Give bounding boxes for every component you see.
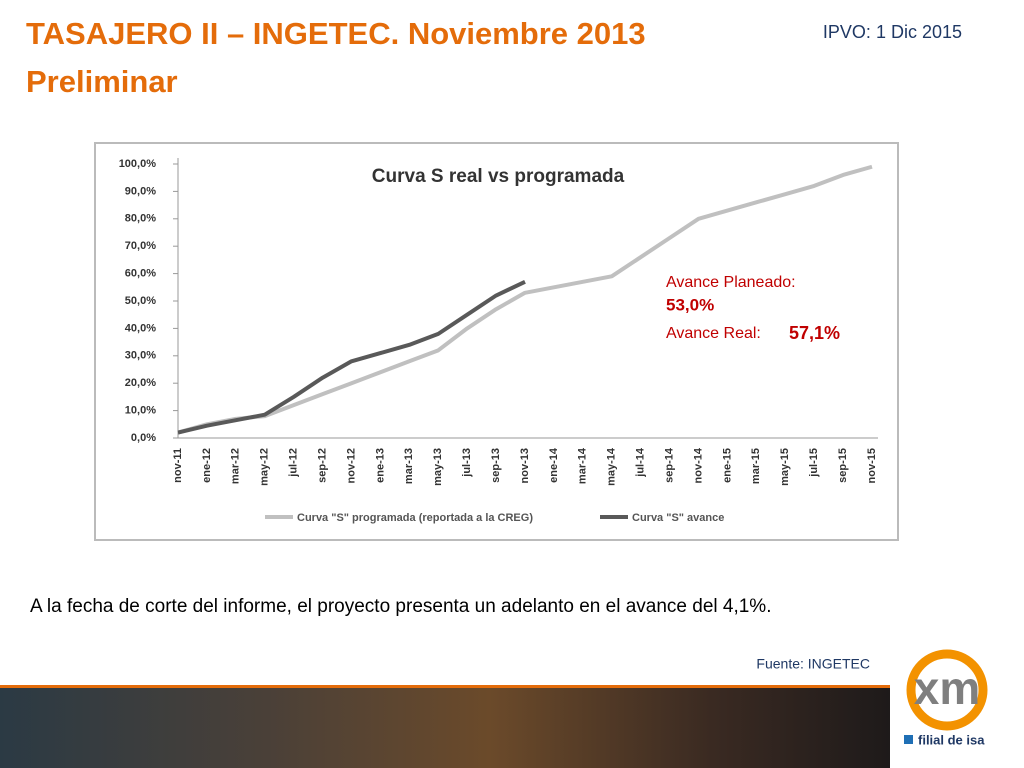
x-tick-label: nov-15 [866,448,878,483]
x-tick-label: mar-14 [577,447,589,484]
x-tick-label: nov-12 [345,448,357,483]
photo-border [0,685,890,688]
x-tick-label: ene-12 [201,448,213,483]
slide-date: IPVO: 1 Dic 2015 [823,22,962,42]
x-tick-label: ene-13 [374,448,386,483]
legend-label: Curva "S" avance [632,512,724,524]
y-tick-label: 80,0% [125,213,156,225]
annotation: 53,0% [666,295,714,314]
slide-title: TASAJERO II – INGETEC. Noviembre 2013 [26,16,646,51]
x-tick-label: sep-14 [663,447,675,483]
legend-label: Curva "S" programada (reportada a la CRE… [297,512,533,524]
y-tick-label: 60,0% [125,268,156,280]
x-tick-label: may-14 [606,447,618,486]
y-tick-label: 50,0% [125,295,156,307]
x-tick-label: nov-13 [519,448,531,483]
y-tick-label: 100,0% [119,158,157,170]
y-tick-label: 40,0% [125,322,156,334]
y-tick-label: 70,0% [125,240,156,252]
chart-frame [94,142,899,541]
x-tick-label: nov-14 [692,447,704,483]
x-tick-label: mar-15 [750,448,762,484]
x-tick-label: jul-13 [461,448,473,478]
x-tick-label: jul-15 [808,448,820,478]
x-tick-label: nov-11 [172,448,184,483]
annotation: 57,1% [789,323,840,343]
y-tick-label: 30,0% [125,350,156,362]
y-tick-label: 10,0% [125,405,156,417]
logo-ring [906,649,988,731]
chart-title: Curva S real vs programada [372,166,625,187]
x-tick-label: sep-15 [837,448,849,483]
slide-subtitle: Preliminar [26,64,178,99]
logo: xm [914,662,980,714]
x-tick-label: mar-13 [403,448,415,484]
x-tick-label: jul-14 [635,447,647,478]
x-tick-label: sep-12 [316,448,328,483]
y-tick-label: 90,0% [125,185,156,197]
x-tick-label: mar-12 [230,448,242,484]
source: Fuente: INGETEC [756,656,870,672]
chart: Curva S real vs programada 0,0% 10,0% 20,0%… [119,158,878,524]
photo-strip [0,685,890,768]
x-tick-label: may-12 [259,448,271,486]
series-line [177,280,526,435]
y-tick-label: 0,0% [131,432,156,444]
x-tick-label: ene-15 [721,448,733,483]
series-line [177,164,873,435]
logo-square [904,735,913,744]
tagline: filial de isa [918,732,985,747]
x-tick-label: jul-12 [288,448,300,478]
x-tick-label: ene-14 [548,447,560,483]
body-text: A la fecha de corte del informe, el proy… [30,596,771,617]
x-tick-label: may-15 [779,448,791,486]
annotation: Avance Planeado: [666,274,796,291]
x-tick-label: may-13 [432,448,444,486]
x-tick-label: sep-13 [490,448,502,483]
y-tick-label: 20,0% [125,377,156,389]
annotation: Avance Real: [666,325,761,342]
